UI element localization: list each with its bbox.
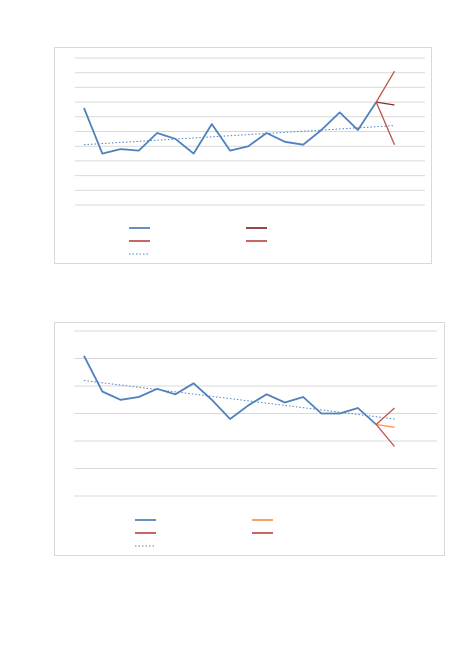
series-line-upper-bound (375, 407, 395, 425)
chart-2 (54, 322, 445, 556)
series-line-upper-bound (375, 70, 396, 103)
chart-1 (54, 47, 432, 264)
series-line-actual (83, 355, 377, 426)
series-line-lower-bound (375, 101, 396, 145)
series-line-forecast (376, 423, 395, 428)
chart-2-svg (74, 330, 437, 547)
series-line-trendline (83, 125, 395, 146)
series-line-forecast (376, 101, 395, 106)
chart-1-svg (75, 57, 425, 255)
series-line-actual (83, 101, 377, 155)
series-line-lower-bound (375, 424, 395, 447)
